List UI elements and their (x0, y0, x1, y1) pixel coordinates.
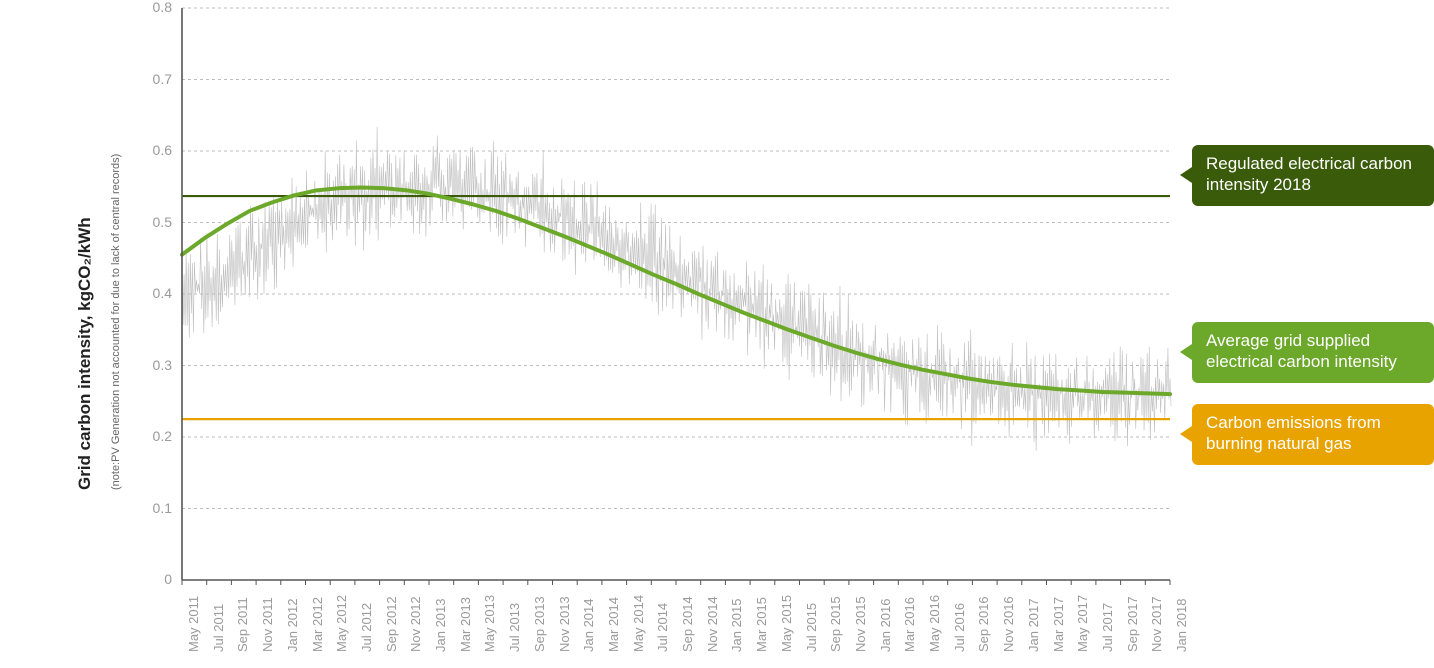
y-tick-label: 0.7 (132, 71, 172, 87)
chart-container: Grid carbon intensity, kgCO₂/kWh (note:P… (0, 0, 1434, 668)
x-tick-label: May 2017 (1075, 595, 1090, 652)
x-tick-label: Jul 2016 (952, 603, 967, 652)
x-tick-label: Jul 2012 (359, 603, 374, 652)
x-tick-label: May 2014 (631, 595, 646, 652)
y-tick-label: 0 (132, 571, 172, 587)
x-tick-label: Nov 2017 (1149, 596, 1164, 652)
gridlines (182, 8, 1170, 580)
x-tick-label: Mar 2017 (1051, 597, 1066, 652)
x-tick-label: Sep 2011 (235, 597, 250, 652)
x-tick-label: Nov 2012 (408, 596, 423, 652)
x-tick-label: Jan 2014 (581, 599, 596, 653)
chart-svg (0, 0, 1434, 668)
x-tick-label: Mar 2015 (754, 597, 769, 652)
noise-series (182, 127, 1171, 451)
x-tick-label: Mar 2014 (606, 597, 621, 652)
x-tick-label: Jul 2013 (507, 603, 522, 652)
x-tick-label: Nov 2011 (260, 597, 275, 652)
x-tick-label: Sep 2012 (384, 596, 399, 652)
x-tick-label: Sep 2017 (1125, 596, 1140, 652)
x-tick-label: Nov 2016 (1001, 596, 1016, 652)
x-tick-label: Mar 2016 (902, 597, 917, 652)
y-tick-label: 0.2 (132, 428, 172, 444)
x-tick-label: Jul 2017 (1100, 603, 1115, 652)
x-tick-label: Jul 2015 (804, 603, 819, 652)
x-tick-label: May 2012 (334, 595, 349, 652)
x-tick-marks (182, 580, 1170, 585)
x-tick-label: Sep 2016 (976, 596, 991, 652)
y-tick-label: 0.6 (132, 142, 172, 158)
y-tick-label: 0.5 (132, 214, 172, 230)
x-tick-label: Sep 2013 (532, 596, 547, 652)
x-tick-label: May 2013 (482, 595, 497, 652)
x-tick-label: Jan 2015 (729, 599, 744, 653)
x-tick-label: Nov 2014 (705, 596, 720, 652)
x-tick-label: Sep 2014 (680, 596, 695, 652)
y-tick-label: 0.4 (132, 285, 172, 301)
x-tick-label: Nov 2015 (853, 596, 868, 652)
x-tick-label: Sep 2015 (828, 596, 843, 652)
x-tick-label: Jul 2011 (211, 604, 226, 652)
y-tick-label: 0.8 (132, 0, 172, 15)
x-tick-label: Jan 2016 (878, 599, 893, 653)
y-tick-label: 0.1 (132, 500, 172, 516)
x-tick-label: Nov 2013 (557, 596, 572, 652)
x-tick-label: Jan 2018 (1174, 599, 1189, 653)
x-tick-label: May 2016 (927, 595, 942, 652)
x-tick-label: Mar 2013 (458, 597, 473, 652)
x-tick-label: Mar 2012 (310, 597, 325, 652)
x-tick-label: Jan 2017 (1026, 599, 1041, 653)
x-tick-label: Jan 2012 (285, 599, 300, 653)
x-tick-label: Jan 2013 (433, 599, 448, 653)
x-tick-label: May 2011 (186, 596, 201, 652)
y-tick-label: 0.3 (132, 357, 172, 373)
x-tick-label: May 2015 (779, 595, 794, 652)
x-tick-label: Jul 2014 (655, 603, 670, 652)
